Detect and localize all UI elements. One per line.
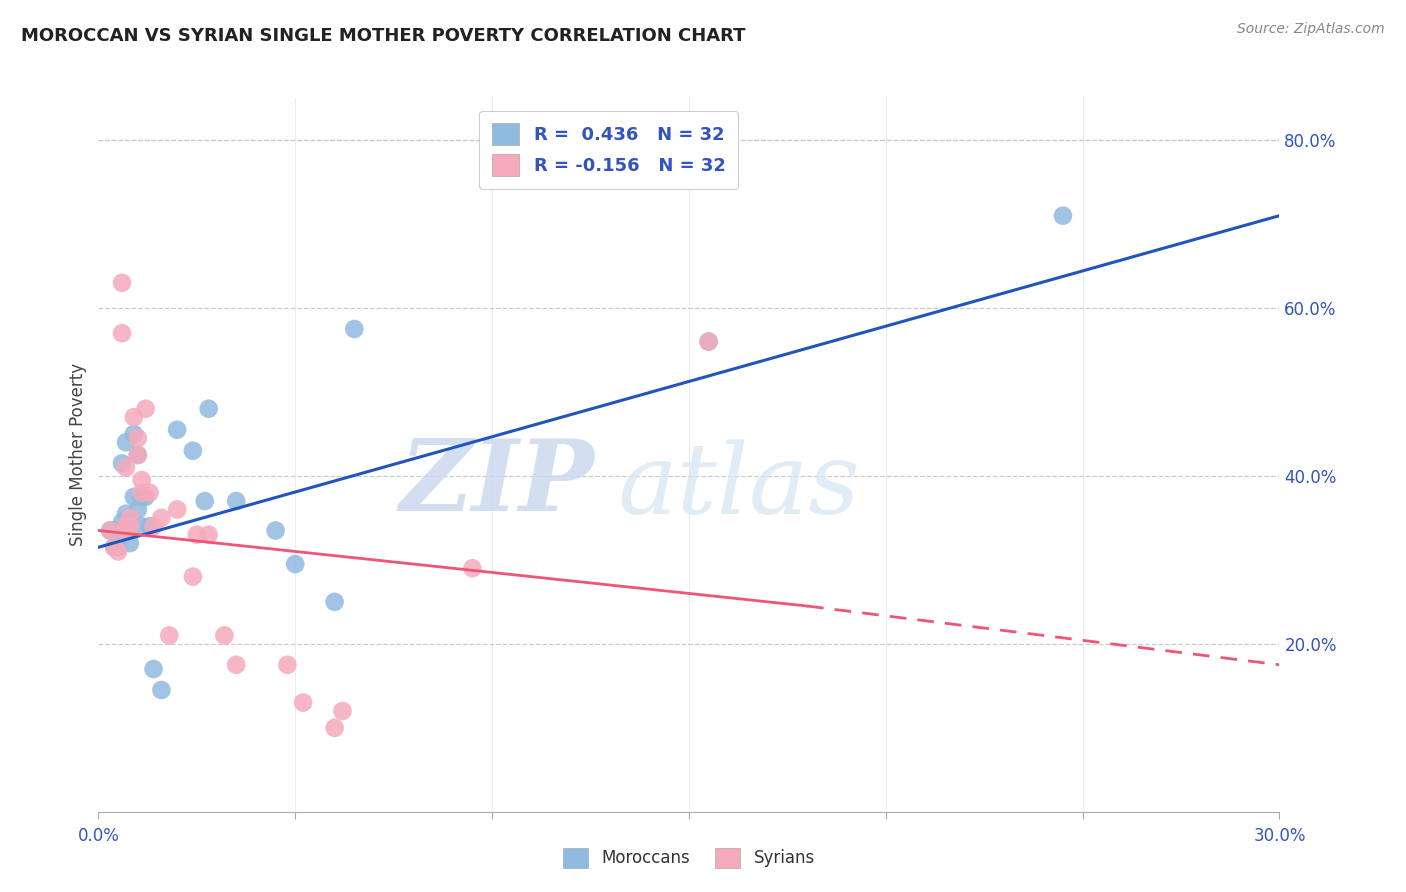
Text: MOROCCAN VS SYRIAN SINGLE MOTHER POVERTY CORRELATION CHART: MOROCCAN VS SYRIAN SINGLE MOTHER POVERTY…	[21, 27, 745, 45]
Point	[284, 557, 307, 571]
Point	[118, 519, 141, 533]
Point	[131, 473, 153, 487]
Point	[323, 595, 346, 609]
Point	[697, 334, 720, 349]
Point	[157, 628, 180, 642]
Point	[264, 524, 287, 538]
Point	[181, 443, 204, 458]
Point	[118, 515, 141, 529]
Point	[115, 507, 138, 521]
Point	[127, 448, 149, 462]
Point	[197, 401, 219, 416]
Point	[127, 502, 149, 516]
Point	[181, 569, 204, 583]
Point	[292, 696, 315, 710]
Point	[107, 541, 129, 555]
Point	[323, 721, 346, 735]
Point	[276, 657, 298, 672]
Point	[122, 426, 145, 441]
Point	[131, 519, 153, 533]
Point	[115, 460, 138, 475]
Point	[186, 527, 208, 541]
Point	[150, 683, 173, 698]
Point	[1052, 209, 1074, 223]
Point	[194, 494, 217, 508]
Legend: Moroccans, Syrians: Moroccans, Syrians	[557, 841, 821, 875]
Point	[115, 519, 138, 533]
Point	[131, 490, 153, 504]
Text: Source: ZipAtlas.com: Source: ZipAtlas.com	[1237, 22, 1385, 37]
Point	[122, 490, 145, 504]
Point	[111, 326, 134, 341]
Point	[118, 536, 141, 550]
Point	[166, 502, 188, 516]
Point	[103, 524, 125, 538]
Point	[343, 322, 366, 336]
Point	[107, 544, 129, 558]
Point	[197, 527, 219, 541]
Point	[150, 511, 173, 525]
Point	[131, 485, 153, 500]
Point	[98, 524, 121, 538]
Point	[142, 662, 165, 676]
Point	[98, 524, 121, 538]
Point	[138, 485, 160, 500]
Y-axis label: Single Mother Poverty: Single Mother Poverty	[69, 363, 87, 547]
Point	[135, 401, 157, 416]
Point	[115, 524, 138, 538]
Point	[127, 448, 149, 462]
Point	[461, 561, 484, 575]
Point	[122, 410, 145, 425]
Text: atlas: atlas	[619, 440, 860, 534]
Point	[697, 334, 720, 349]
Point	[111, 515, 134, 529]
Point	[103, 541, 125, 555]
Point	[135, 490, 157, 504]
Text: ZIP: ZIP	[399, 435, 595, 532]
Point	[103, 541, 125, 555]
Point	[225, 657, 247, 672]
Point	[214, 628, 236, 642]
Point	[115, 524, 138, 538]
Point	[142, 519, 165, 533]
Point	[166, 423, 188, 437]
Point	[127, 431, 149, 445]
Point	[332, 704, 354, 718]
Point	[111, 456, 134, 470]
Point	[111, 276, 134, 290]
Point	[225, 494, 247, 508]
Point	[138, 519, 160, 533]
Point	[115, 435, 138, 450]
Point	[118, 511, 141, 525]
